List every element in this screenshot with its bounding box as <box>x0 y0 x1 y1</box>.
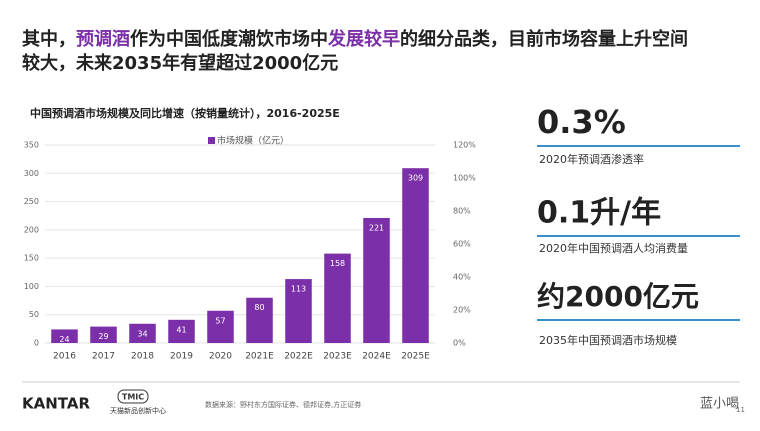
x-tick-label: 2025E <box>401 352 430 362</box>
y2-tick-label: 60% <box>453 240 471 249</box>
y2-tick-label: 0% <box>453 339 466 348</box>
headline-part: 发展较早 <box>327 28 400 50</box>
bar-value-label: 80 <box>254 303 264 312</box>
headline: 其中，预调酒作为中国低度潮饮市场中发展较早的细分品类，目前市场容量上升空间 <box>22 28 688 50</box>
x-tick-label: 2022E <box>284 352 313 362</box>
y-tick-label: 350 <box>24 141 39 150</box>
stat-label: 2020年中国预调酒人均消费量 <box>539 241 688 255</box>
x-tick-label: 2016 <box>53 352 76 362</box>
page-number: 11 <box>736 406 745 414</box>
bar <box>168 319 195 343</box>
y2-tick-label: 20% <box>453 306 471 315</box>
bar-value-label: 113 <box>291 285 306 294</box>
bar <box>402 168 429 343</box>
bar-value-label: 221 <box>369 223 384 232</box>
y2-tick-label: 100% <box>453 174 476 183</box>
x-tick-label: 2021E <box>245 352 274 362</box>
chart-title: 中国预调酒市场规模及同比增速（按销量统计），2016-2025E <box>30 106 340 120</box>
y-tick-label: 200 <box>24 225 39 234</box>
bar <box>246 297 273 343</box>
logo-sub: 天猫新品创新中心 <box>110 406 166 415</box>
y-tick-label: 300 <box>24 169 39 178</box>
bar-value-label: 158 <box>330 259 345 268</box>
y2-tick-label: 120% <box>453 141 476 150</box>
x-tick-label: 2020 <box>209 352 232 362</box>
stat-value: 0.3% <box>537 103 626 141</box>
bar-value-label: 34 <box>137 329 147 338</box>
bar <box>363 217 390 343</box>
y-tick-label: 150 <box>24 254 39 263</box>
bar <box>90 326 117 343</box>
brand: KANTAR <box>22 395 90 413</box>
bar <box>51 329 78 343</box>
bar <box>129 323 156 343</box>
bar <box>285 279 312 343</box>
bar-value-label: 57 <box>215 316 225 325</box>
y-tick-label: 250 <box>24 197 39 206</box>
headline-line2: 较大，未来2035年有望超过2000亿元 <box>22 52 338 74</box>
y-tick-label: 50 <box>29 310 39 319</box>
headline-part: 的细分品类，目前市场容量上升空间 <box>400 28 688 50</box>
headline-part: 其中， <box>22 28 76 50</box>
legend-label: 市场规模（亿元） <box>217 135 289 147</box>
headline-part: 作为中国低度潮饮市场中 <box>130 28 328 50</box>
logo-box <box>117 389 149 404</box>
stat-label: 2035年中国预调酒市场规模 <box>539 333 677 347</box>
bar-value-label: 309 <box>408 174 423 183</box>
bar-value-label: 24 <box>59 335 69 344</box>
x-tick-label: 2018 <box>131 352 154 362</box>
stat-value: 约2000亿元 <box>537 280 699 313</box>
bar <box>324 253 351 343</box>
x-tick-label: 2017 <box>92 352 115 362</box>
x-tick-label: 2024E <box>362 352 391 362</box>
x-tick-label: 2023E <box>323 352 352 362</box>
source: 数据来源：野村东方国际证券、德邦证券,方正证券 <box>205 400 361 409</box>
logo: TMIC <box>122 393 144 402</box>
headline-part: 预调酒 <box>76 28 130 50</box>
y2-tick-label: 40% <box>453 273 471 282</box>
bar-value-label: 29 <box>98 332 108 341</box>
stat-label: 2020年预调酒渗透率 <box>539 152 644 166</box>
watermark: 蓝小喝 <box>700 397 739 412</box>
bar <box>207 310 234 343</box>
legend-swatch <box>208 137 215 144</box>
bar-value-label: 41 <box>176 325 186 334</box>
y2-tick-label: 80% <box>453 207 471 216</box>
stat-value: 0.1升/年 <box>537 196 661 231</box>
y-tick-label: 0 <box>34 339 39 348</box>
x-tick-label: 2019 <box>170 352 193 362</box>
y-tick-label: 100 <box>24 282 39 291</box>
